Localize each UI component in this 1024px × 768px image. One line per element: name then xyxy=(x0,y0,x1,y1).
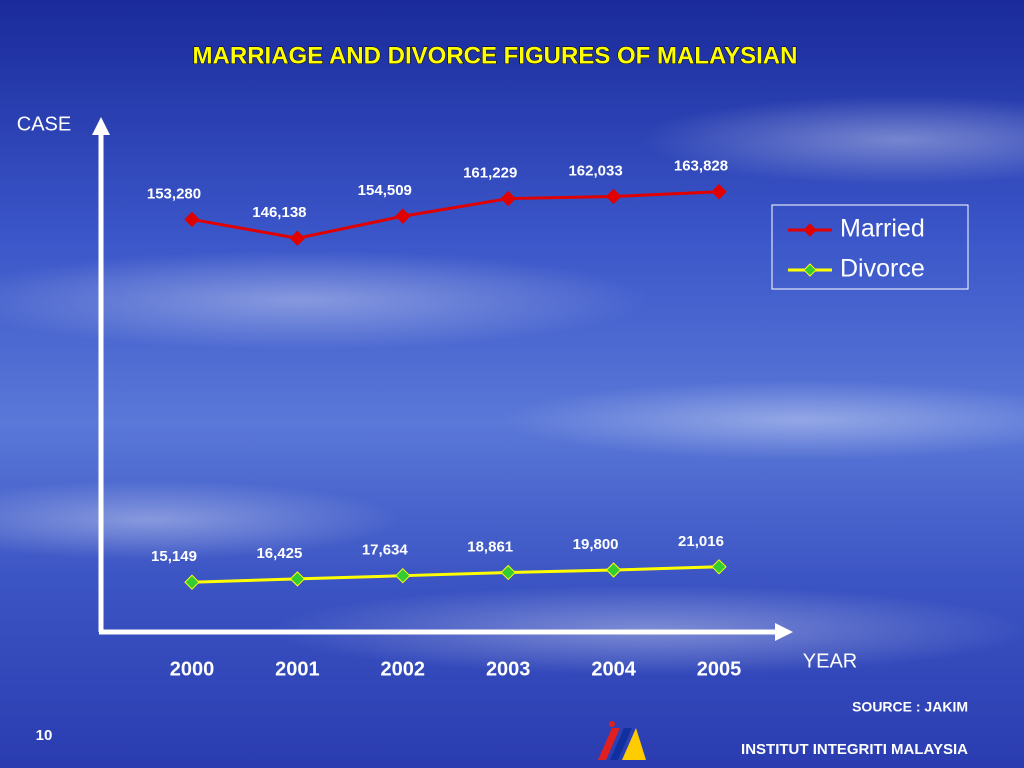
marker xyxy=(184,211,200,228)
data-label: 21,016 xyxy=(678,533,724,550)
data-label: 154,509 xyxy=(358,182,412,199)
x-tick-label: 2001 xyxy=(275,658,320,680)
x-axis-label: YEAR xyxy=(803,650,857,672)
marker xyxy=(500,564,516,581)
data-label: 163,828 xyxy=(674,158,728,175)
x-tick-label: 2000 xyxy=(170,658,215,680)
page-number: 10 xyxy=(36,727,53,744)
source: SOURCE : JAKIM xyxy=(852,699,968,715)
marker xyxy=(395,208,411,224)
y-axis-label: CASE xyxy=(17,113,71,135)
cloud xyxy=(640,95,1024,185)
series-line xyxy=(191,565,720,584)
data-label: 17,634 xyxy=(362,542,409,559)
cloud xyxy=(0,480,400,560)
marker xyxy=(605,188,622,205)
marker xyxy=(605,562,622,578)
cloud xyxy=(0,250,650,350)
legend-box xyxy=(771,204,969,290)
x-tick-label: 2002 xyxy=(381,658,426,680)
marker xyxy=(711,559,727,575)
marker xyxy=(184,574,200,590)
footer: INSTITUT INTEGRITI MALAYSIA xyxy=(741,741,968,758)
logo xyxy=(598,721,646,760)
data-label: 146,138 xyxy=(252,204,306,221)
legend-marker xyxy=(803,263,817,277)
data-label: 15,149 xyxy=(151,548,197,565)
legend-label: Married xyxy=(840,215,925,243)
x-tick-label: 2004 xyxy=(591,658,636,680)
data-label: 161,229 xyxy=(463,165,517,182)
x-tick-label: 2003 xyxy=(486,658,531,680)
legend-label: Divorce xyxy=(840,255,925,283)
marker xyxy=(500,190,516,207)
data-label: 162,033 xyxy=(568,162,622,179)
marker xyxy=(711,184,727,200)
cloud xyxy=(500,380,1024,460)
marker xyxy=(289,230,306,246)
data-label: 19,800 xyxy=(573,536,619,553)
data-label: 18,861 xyxy=(467,538,513,555)
marker xyxy=(395,567,411,584)
series-line xyxy=(191,190,720,240)
chart-title: MARRIAGE AND DIVORCE FIGURES OF MALAYSIA… xyxy=(193,42,798,69)
x-tick-label: 2005 xyxy=(697,658,742,680)
legend-marker xyxy=(803,223,817,237)
x-axis-arrow xyxy=(775,623,793,641)
data-label: 16,425 xyxy=(256,545,302,562)
data-label: 153,280 xyxy=(147,185,201,202)
marker xyxy=(289,571,306,587)
y-axis-arrow xyxy=(92,117,110,135)
